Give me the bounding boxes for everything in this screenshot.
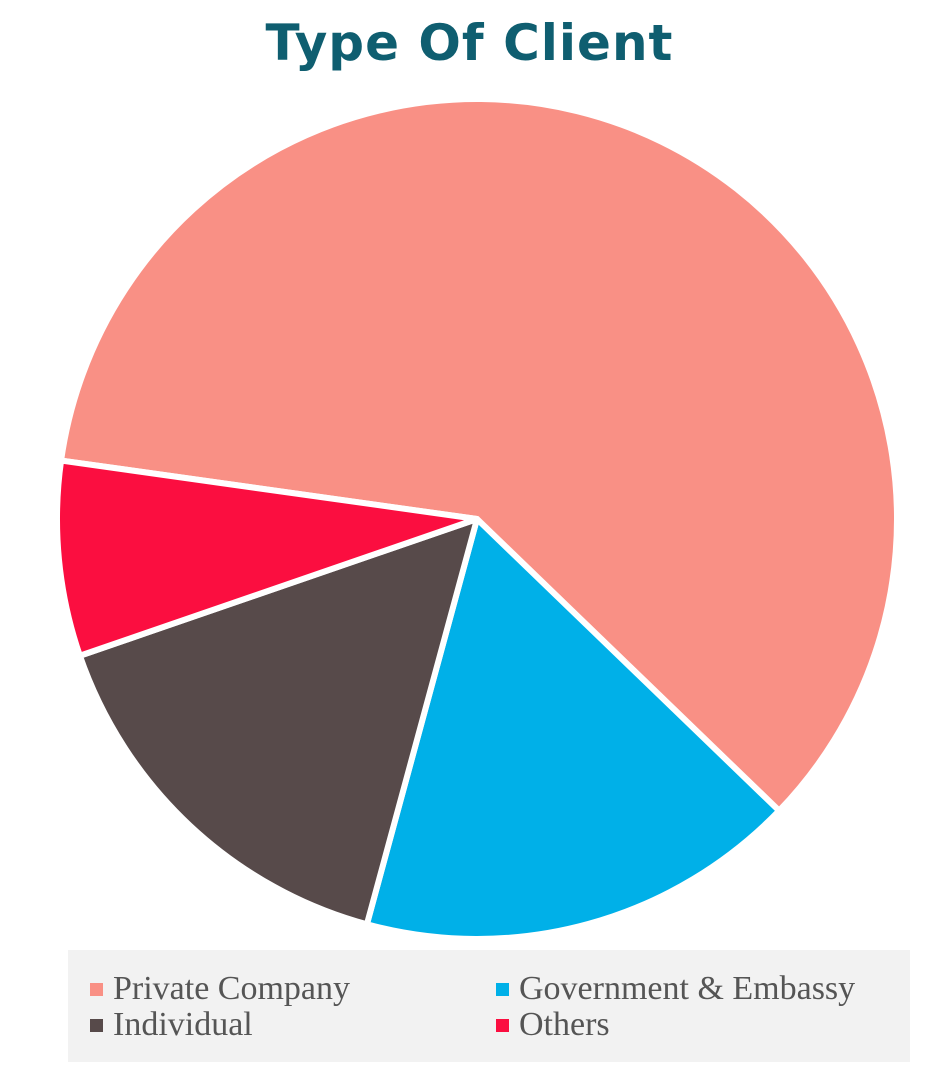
pie-slice-private-company	[58, 96, 901, 814]
legend-swatch	[496, 1018, 509, 1032]
legend-label: Government & Embassy	[519, 970, 856, 1007]
legend-label: Private Company	[113, 970, 351, 1007]
legend-item-private-company: Private Company	[90, 970, 350, 1008]
pie-slice-government-embassy	[363, 516, 783, 942]
legend-swatch	[90, 982, 103, 996]
legend-item-others: Others	[496, 1006, 610, 1044]
legend-label: Others	[519, 1006, 610, 1043]
legend: Private Company Government & Embassy Ind…	[68, 950, 910, 1062]
legend-label: Individual	[113, 1006, 253, 1043]
legend-item-government-embassy: Government & Embassy	[496, 970, 855, 1008]
legend-swatch	[90, 1018, 103, 1032]
legend-item-individual: Individual	[90, 1006, 253, 1044]
pie-slice-individual	[76, 516, 480, 928]
chart-title: Type Of Client	[265, 14, 674, 72]
legend-swatch	[496, 982, 509, 996]
pie-slice-others	[54, 457, 480, 659]
